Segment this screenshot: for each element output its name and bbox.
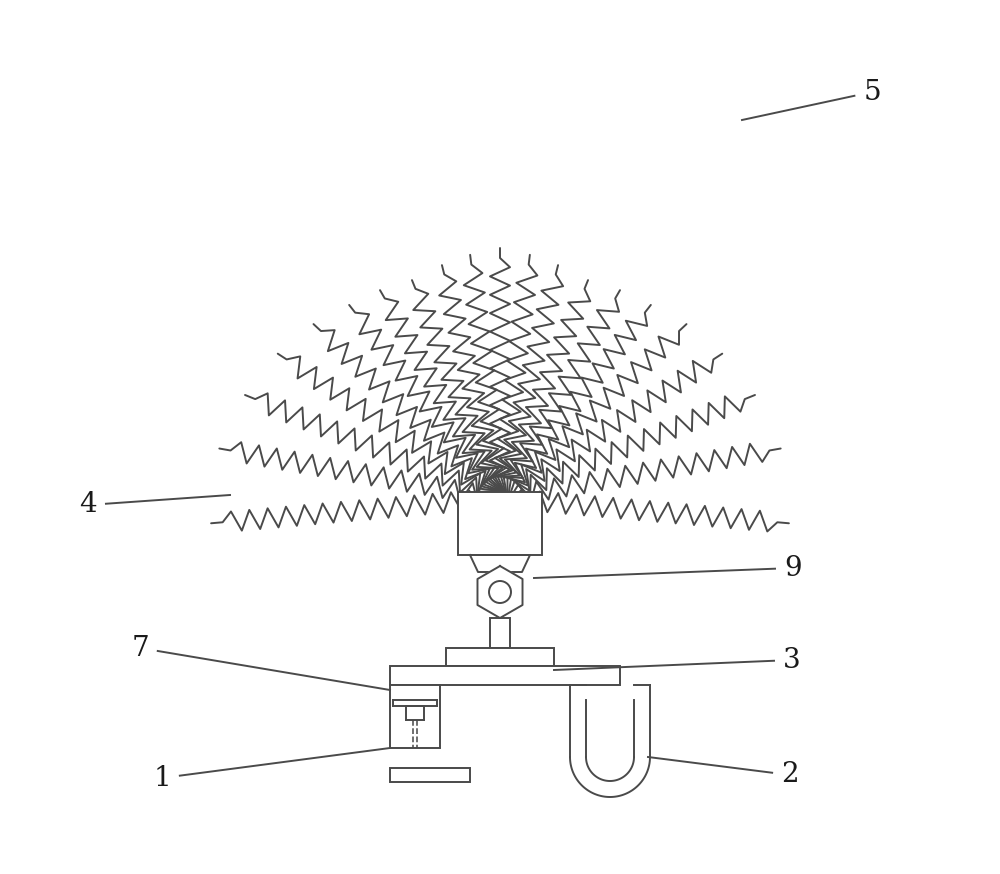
Bar bbox=[458, 492, 542, 555]
Text: 9: 9 bbox=[784, 554, 802, 581]
Bar bbox=[446, 648, 554, 666]
Bar bbox=[390, 666, 620, 685]
Text: 3: 3 bbox=[783, 647, 801, 674]
Polygon shape bbox=[477, 566, 523, 618]
Text: 4: 4 bbox=[79, 491, 97, 518]
Bar bbox=[390, 685, 440, 748]
Text: 2: 2 bbox=[781, 761, 799, 788]
Text: 7: 7 bbox=[131, 635, 149, 662]
Bar bbox=[390, 768, 470, 782]
Bar bbox=[490, 618, 510, 648]
Text: 5: 5 bbox=[863, 79, 881, 106]
Text: 1: 1 bbox=[153, 765, 171, 792]
Circle shape bbox=[489, 581, 511, 603]
